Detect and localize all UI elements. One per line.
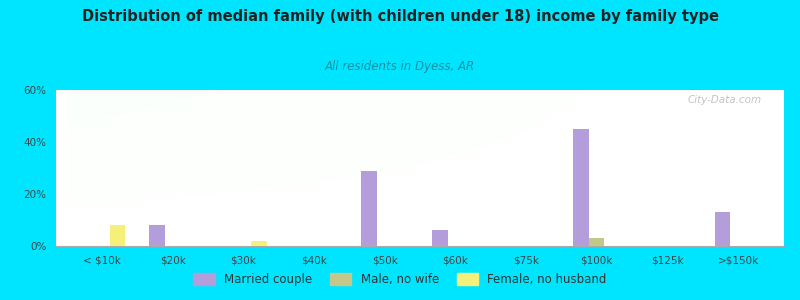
Bar bbox=[110, 225, 126, 246]
Bar bbox=[432, 230, 447, 246]
Bar bbox=[714, 212, 730, 246]
Text: All residents in Dyess, AR: All residents in Dyess, AR bbox=[325, 60, 475, 73]
Bar bbox=[251, 241, 266, 246]
Legend: Married couple, Male, no wife, Female, no husband: Married couple, Male, no wife, Female, n… bbox=[189, 268, 611, 291]
Bar bbox=[589, 238, 605, 246]
Text: Distribution of median family (with children under 18) income by family type: Distribution of median family (with chil… bbox=[82, 9, 718, 24]
Bar bbox=[574, 129, 589, 246]
Bar bbox=[150, 225, 165, 246]
Text: City-Data.com: City-Data.com bbox=[688, 95, 762, 105]
Bar bbox=[362, 171, 377, 246]
